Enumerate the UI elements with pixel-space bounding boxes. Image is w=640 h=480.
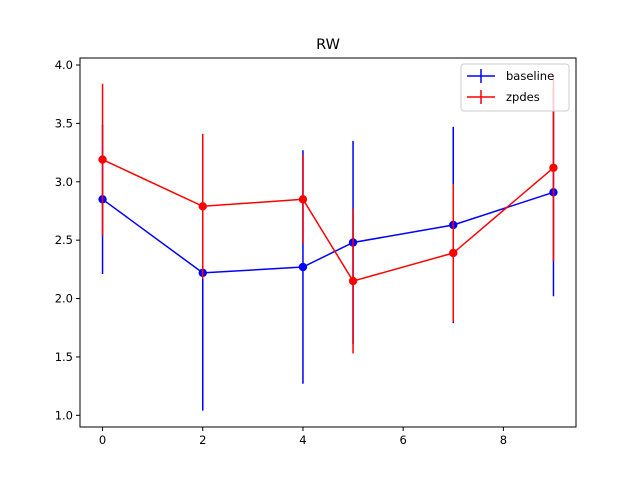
data-point <box>549 163 558 172</box>
x-tick-label: 8 <box>500 433 507 447</box>
x-tick-label: 2 <box>199 433 206 447</box>
y-tick-label: 2.5 <box>55 233 73 247</box>
plot-area <box>98 74 558 411</box>
legend-entry: baseline <box>467 69 554 83</box>
data-point <box>298 262 308 272</box>
data-point <box>98 155 107 164</box>
y-tick-label: 1.0 <box>55 408 73 422</box>
x-tick-label: 0 <box>99 433 106 447</box>
data-point <box>198 202 207 211</box>
y-tick-label: 3.5 <box>55 116 73 130</box>
y-tick-label: 1.5 <box>55 350 73 364</box>
series-line <box>102 191 554 274</box>
legend: baseline zpdes <box>460 63 570 112</box>
data-point <box>298 195 308 204</box>
y-tick-label: 4.0 <box>55 58 73 72</box>
legend-entry: zpdes <box>467 90 540 104</box>
legend-label: zpdes <box>506 90 540 104</box>
series-zpdes <box>98 74 558 354</box>
data-point <box>449 248 458 258</box>
legend-label: baseline <box>506 69 554 83</box>
data-point <box>348 276 358 286</box>
y-tick-label: 3.0 <box>55 175 73 189</box>
x-tick-label: 6 <box>399 433 406 447</box>
x-tick-label: 4 <box>299 433 306 447</box>
x-axis: 0 2 4 6 8 <box>99 427 507 447</box>
series-line <box>102 158 554 282</box>
y-axis: 1.0 1.5 2.0 2.5 3.0 3.5 4.0 <box>55 58 80 422</box>
axes-frame <box>79 57 577 428</box>
chart-title: RW <box>316 37 340 53</box>
y-tick-label: 2.0 <box>55 292 73 306</box>
